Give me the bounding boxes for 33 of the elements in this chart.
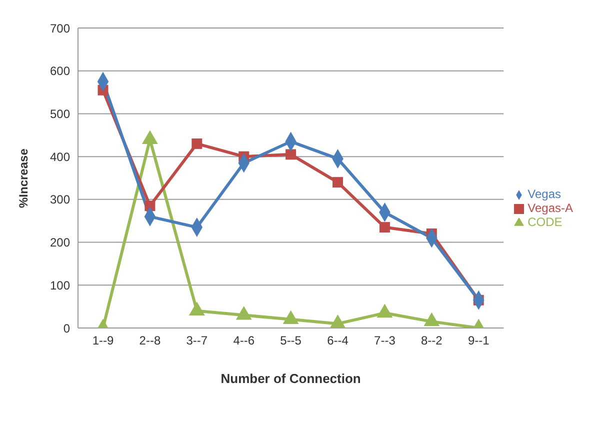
x-tick-label: 2--8	[139, 334, 161, 348]
y-tick-label: 400	[50, 150, 70, 164]
legend-label: Vegas	[528, 187, 561, 201]
point	[282, 310, 299, 324]
x-tick-label: 4--6	[233, 334, 255, 348]
y-tick-label: 700	[50, 21, 70, 36]
y-tick-label: 100	[50, 278, 70, 292]
point	[424, 312, 440, 326]
x-tick-label: 1--9	[92, 334, 114, 348]
point	[236, 306, 252, 320]
x-tick-label: 8--2	[421, 334, 443, 348]
x-tick-label: 5--5	[280, 334, 302, 348]
y-tick-label: 600	[50, 64, 70, 78]
x-tick-label: 3--7	[186, 334, 208, 348]
y-tick-label: 0	[63, 321, 70, 336]
y-tick-label: 300	[50, 192, 70, 207]
y-tick-label: 500	[50, 106, 70, 121]
point	[376, 304, 393, 318]
point	[286, 149, 296, 160]
point	[330, 314, 346, 328]
x-axis-title: Number of Connection	[220, 371, 361, 386]
point	[188, 302, 205, 316]
point	[379, 222, 390, 233]
point	[144, 200, 156, 212]
x-tick-label: 9--1	[468, 334, 490, 348]
x-tick-label: 6--4	[327, 334, 349, 348]
point	[332, 177, 344, 188]
y-axis-title: %Increase	[16, 148, 30, 208]
legend-label: Vegas-A	[528, 201, 573, 215]
x-tick-label: 7--3	[374, 334, 396, 348]
legend-label: CODE	[528, 215, 562, 229]
point	[192, 138, 202, 149]
y-tick-label: 200	[50, 236, 70, 250]
